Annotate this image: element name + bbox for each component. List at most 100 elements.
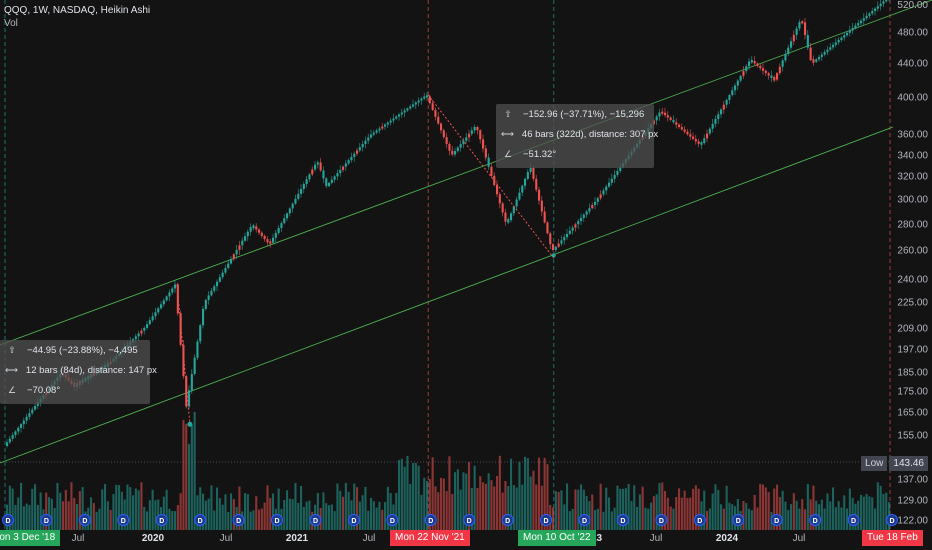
dividend-icon[interactable]: D <box>655 514 668 526</box>
svg-text:D: D <box>582 518 587 525</box>
volume-bar <box>605 487 608 530</box>
channel-upper-line[interactable] <box>0 0 932 346</box>
volume-bar <box>809 499 812 530</box>
date-marker[interactable]: Mon 10 Oct '22 <box>518 530 596 546</box>
time-axis[interactable]: Jul 2020 Jul 2021 Jul 2023 Jul 2024 Jul … <box>0 530 932 550</box>
dividend-icon[interactable]: D <box>155 514 168 526</box>
dividend-icon[interactable]: D <box>693 514 706 526</box>
volume-bar <box>11 488 14 530</box>
dividend-icon[interactable]: D <box>886 514 898 526</box>
candle <box>596 198 599 202</box>
dividend-icon[interactable]: D <box>386 514 399 526</box>
candle <box>720 109 723 115</box>
candle <box>353 153 356 157</box>
dividend-icon[interactable]: D <box>616 514 629 526</box>
range-icon: ⇧ <box>504 108 512 119</box>
candle <box>406 108 409 111</box>
candle <box>202 308 205 326</box>
dividend-icon[interactable]: D <box>40 514 53 526</box>
candle <box>392 118 395 121</box>
volume-bar <box>148 500 151 530</box>
volume-bar <box>53 508 56 530</box>
candle <box>213 286 216 291</box>
volume-bar <box>745 503 748 530</box>
candle <box>776 73 779 80</box>
candle <box>846 32 849 36</box>
volume-bar <box>22 506 25 530</box>
date-marker[interactable]: Mon 22 Nov '21 <box>390 530 470 546</box>
volume-bar <box>437 492 440 530</box>
volume-bar <box>210 485 213 530</box>
candle <box>767 73 770 76</box>
volume-bar <box>750 510 753 530</box>
volume-bar <box>260 508 263 530</box>
candle <box>258 229 261 233</box>
candle <box>232 254 235 259</box>
dividend-icon[interactable]: D <box>194 514 207 526</box>
volume-bar <box>185 423 188 530</box>
svg-text:D: D <box>159 518 164 525</box>
candle <box>689 134 692 137</box>
candle <box>675 122 678 125</box>
volume-bar <box>462 472 465 530</box>
measure-box-1[interactable]: ⇧ −44.95 (−23.88%), −4,495 ⟷ 12 bars (84… <box>0 340 157 404</box>
volume-bar <box>826 493 829 530</box>
volume-bar <box>706 510 709 530</box>
dividend-icon[interactable]: D <box>847 514 860 526</box>
dividend-icon[interactable]: D <box>540 514 553 526</box>
volume-bar <box>507 486 510 530</box>
candle <box>818 56 821 60</box>
candle <box>697 141 700 144</box>
price-scale-label: 122.00 <box>897 515 928 527</box>
dividend-icon[interactable]: D <box>809 514 822 526</box>
dividend-icon[interactable]: D <box>271 514 284 526</box>
candle <box>524 178 527 186</box>
dividend-icon[interactable]: D <box>2 514 14 526</box>
svg-text:D: D <box>5 518 10 525</box>
dividend-icon[interactable]: D <box>347 514 360 526</box>
candle <box>342 166 345 170</box>
dividend-icon[interactable]: D <box>578 514 591 526</box>
dividend-icon[interactable]: D <box>309 514 322 526</box>
date-marker[interactable]: Tue 18 Feb <box>862 530 923 546</box>
volume-bar <box>305 501 308 530</box>
channel-lower-line[interactable] <box>0 126 894 464</box>
candle <box>409 106 412 109</box>
dividend-icon[interactable]: D <box>463 514 476 526</box>
volume-bar <box>801 499 804 530</box>
price-scale-label: 129.00 <box>897 495 928 507</box>
candle <box>781 60 784 67</box>
dividend-icon[interactable]: D <box>117 514 130 526</box>
candle <box>462 140 465 145</box>
measure-box-2[interactable]: ⇧ −152.96 (−37.71%), −15,296 ⟷ 46 bars (… <box>496 104 658 168</box>
price-scale-label: 440.00 <box>897 58 928 70</box>
volume-bar <box>283 500 286 530</box>
volume-bar <box>876 482 879 530</box>
dividend-icon[interactable]: D <box>732 514 745 526</box>
volume-bar <box>302 506 305 530</box>
candle <box>680 127 683 130</box>
dividend-icon[interactable]: D <box>424 514 437 526</box>
volume-bar <box>526 458 529 530</box>
volume-bar <box>95 511 98 530</box>
dividend-icon[interactable]: D <box>501 514 514 526</box>
price-scale[interactable]: 520.00 480.00 440.00 400.00 360.00 340.00 320.… <box>892 0 932 530</box>
svg-text:D: D <box>390 518 395 525</box>
candle <box>210 290 213 296</box>
candle <box>795 28 798 35</box>
candle <box>832 44 835 48</box>
dividend-icon[interactable]: D <box>770 514 783 526</box>
volume-bar <box>157 499 160 530</box>
volume-bar <box>244 493 247 530</box>
trend-channel[interactable] <box>0 0 932 464</box>
volume-bar <box>571 508 574 530</box>
dividend-icon[interactable]: D <box>78 514 91 526</box>
volume-bar <box>322 492 325 530</box>
date-marker[interactable]: Mon 3 Dec '18 <box>0 530 61 546</box>
volume-bar <box>532 470 535 530</box>
symbol-title[interactable]: QQQ, 1W, NASDAQ, Heikin Ashi <box>4 5 151 16</box>
candle <box>182 344 185 377</box>
dividend-icon[interactable]: D <box>232 514 245 526</box>
